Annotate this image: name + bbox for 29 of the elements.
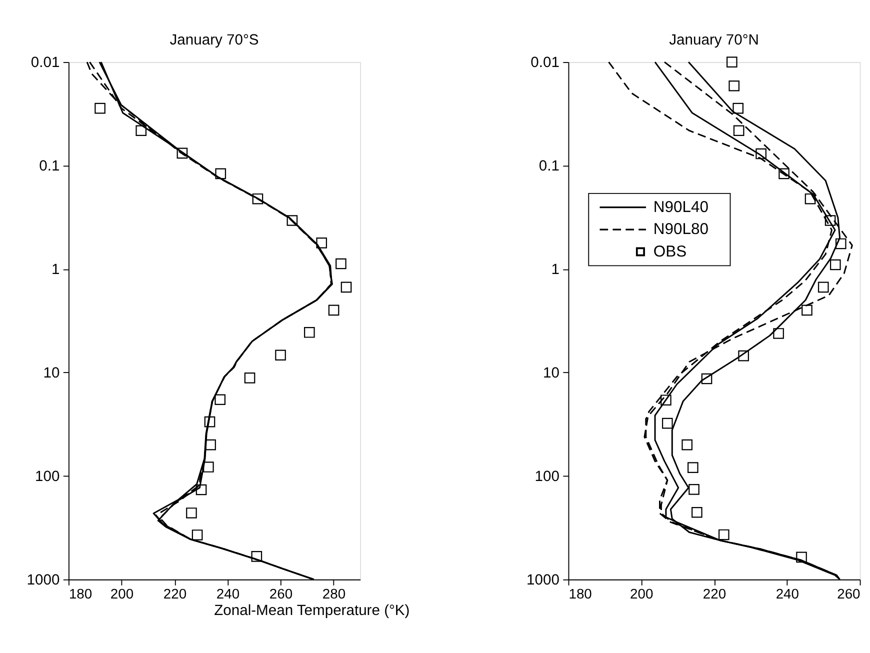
x-tick-label: 280 — [322, 585, 346, 602]
chart-title: January 70°N — [669, 32, 759, 48]
y-tick-label: 0.01 — [30, 55, 60, 72]
y-tick-label: 1000 — [26, 572, 60, 588]
y-tick-label: 10 — [43, 366, 60, 382]
x-tick-label: 180 — [68, 585, 92, 602]
x-tick-label: 180 — [568, 585, 592, 602]
x-tick-label: 220 — [163, 585, 187, 602]
chart-title: January 70°S — [170, 32, 259, 48]
legend-label: N90L40 — [653, 198, 709, 216]
x-tick-label: 200 — [110, 585, 134, 602]
y-tick-label: 10 — [543, 366, 560, 382]
x-axis-title: Zonal-Mean Temperature (°K) — [214, 603, 410, 620]
y-tick-label: 100 — [34, 469, 60, 486]
y-tick-label: 0.1 — [39, 158, 60, 175]
x-tick-label: 240 — [216, 585, 240, 602]
legend-label: OBS — [653, 243, 687, 260]
x-tick-label: 240 — [776, 585, 800, 602]
x-tick-label: 220 — [702, 585, 726, 602]
legend-label: N90L80 — [653, 221, 709, 238]
x-tick-label: 260 — [837, 585, 861, 602]
x-tick-label: 200 — [630, 585, 654, 602]
y-tick-label: 0.01 — [530, 55, 560, 72]
y-tick-label: 0.1 — [538, 158, 560, 175]
y-tick-label: 1000 — [526, 572, 560, 588]
y-tick-label: 100 — [534, 469, 560, 486]
x-tick-label: 260 — [269, 585, 293, 602]
y-tick-label: 1 — [551, 262, 560, 278]
y-tick-label: 1 — [51, 262, 60, 278]
